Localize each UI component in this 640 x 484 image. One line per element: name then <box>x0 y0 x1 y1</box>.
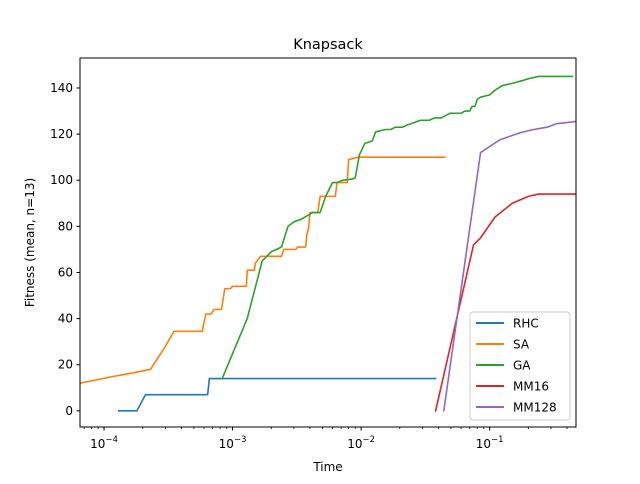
x-tick-label: 10−2 <box>347 435 375 451</box>
x-axis-label: Time <box>312 460 342 474</box>
y-tick-label: 140 <box>50 81 73 95</box>
y-tick-label: 20 <box>58 358 73 372</box>
x-tick-exponent: −4 <box>105 435 118 445</box>
series-line-ga <box>221 75 574 380</box>
x-tick-exponent: −2 <box>362 435 375 445</box>
series-line-rhc <box>117 377 437 412</box>
legend-label: SA <box>513 338 530 352</box>
legend-label: MM128 <box>513 401 557 415</box>
legend-box <box>469 311 571 421</box>
x-tick-label: 10−4 <box>90 435 118 451</box>
legend: RHC SA GA MM16 MM128 <box>469 311 571 421</box>
x-tick-base: 10 <box>219 437 234 451</box>
chart-title: Knapsack <box>293 37 363 53</box>
y-tick-label: 100 <box>50 173 73 187</box>
series-line-sa <box>80 156 446 384</box>
x-tick-exponent: −3 <box>234 435 247 445</box>
y-tick-label: 40 <box>58 312 73 326</box>
legend-label: MM16 <box>513 380 549 394</box>
y-tick-label: 60 <box>58 265 73 279</box>
y-axis-label: Fitness (mean, n=13) <box>23 178 37 307</box>
x-tick-label: 10−3 <box>219 435 247 451</box>
y-tick-label: 120 <box>50 127 73 141</box>
series-line-mm128 <box>442 120 576 412</box>
y-tick-label: 80 <box>58 219 73 233</box>
x-tick-label: 10−1 <box>476 435 504 451</box>
axes-frame <box>79 57 577 428</box>
legend-label: RHC <box>513 317 539 331</box>
x-tick-base: 10 <box>90 437 105 451</box>
x-tick-base: 10 <box>476 437 491 451</box>
x-tick-exponent: −1 <box>491 435 504 445</box>
plot-area <box>80 75 576 412</box>
y-tick-label: 0 <box>65 404 73 418</box>
x-tick-base: 10 <box>347 437 362 451</box>
series-line-mm16 <box>434 193 576 412</box>
legend-label: GA <box>513 359 531 373</box>
